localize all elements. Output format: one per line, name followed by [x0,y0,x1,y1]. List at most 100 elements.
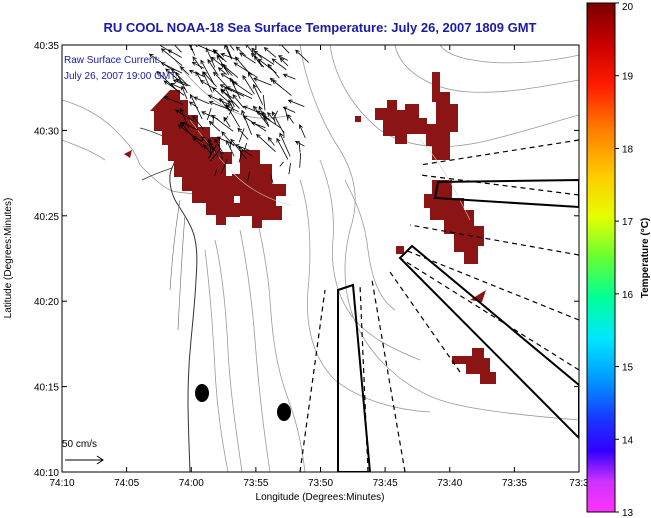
current-vector-head [234,144,240,149]
current-vector [230,139,247,160]
current-vector-head [210,56,216,62]
current-vector [217,136,235,146]
current-vector [284,106,289,121]
current-vector-head [205,47,210,53]
current-vector [181,86,188,100]
current-vector [221,53,239,61]
current-vector-head [298,124,303,129]
current-vector-head [225,103,230,109]
current-vector [216,55,230,75]
current-vector [271,111,284,133]
current-vector-head [188,101,194,106]
y-tick-label: 40:10 [34,468,59,479]
bathymetry-contours [62,45,579,472]
x-axis-ticks: 74:10 74:05 74:00 73:55 73:50 73:45 73:40 73:35… [49,45,589,489]
current-vector [176,78,191,87]
current-vector [192,61,205,69]
current-vector-head [251,47,256,53]
y-tick-label: 40:20 [34,297,59,308]
current-vector-head [163,96,169,101]
current-vector-head [241,109,246,115]
current-vector [179,121,195,138]
current-vector-head [216,136,222,141]
colorbar-tick-label: 18 [622,144,634,155]
current-vector-head [256,133,261,139]
current-vector [256,134,276,152]
current-vector-head [219,84,225,89]
current-vector-head [229,77,234,83]
current-vector [226,45,233,59]
current-vector-head [170,68,176,73]
current-vector [268,137,275,146]
current-vector [228,106,234,115]
current-vector-head [237,127,242,133]
current-vector [235,144,250,151]
current-vector-head [214,138,219,143]
current-vector [233,62,258,78]
current-vector [244,142,248,151]
current-vector [288,162,291,175]
current-vector-head [160,48,166,53]
colorbar-tick-label: 20 [622,2,634,13]
current-vector-head [232,94,237,99]
current-vector [218,67,227,75]
current-vector-head [201,111,206,116]
colorbar-gradient [586,2,616,513]
current-vector [228,99,235,112]
current-vector [273,116,276,125]
current-vector [242,75,255,95]
current-vector-head [294,140,300,145]
current-vector-head [282,73,288,78]
current-vector [258,58,277,74]
current-vector-head [156,70,161,76]
current-vector-head [253,77,258,82]
current-vector [237,127,249,140]
chart-title: RU COOL NOAA-18 Sea Surface Temperature:… [103,20,536,35]
current-vector [238,149,243,163]
current-vector [229,77,241,100]
current-vector [246,45,257,58]
current-vector-head [209,141,214,147]
colorbar-tick-label: 17 [622,217,634,228]
current-vector [220,84,245,97]
colorbar-label: Temperature (°C) [640,218,651,299]
current-vector [214,169,218,176]
scale-arrow-label: 50 cm/s [62,439,97,450]
current-vector [178,124,192,136]
current-vector [279,58,289,67]
current-vector [263,116,281,129]
current-vector [243,105,267,116]
current-vector [262,94,266,111]
current-vector-head [217,67,223,72]
annotation-line2: July 26, 2007 19:00 GMT [64,71,176,82]
current-vector-head [276,137,281,143]
current-vector [209,101,233,111]
current-vector [226,86,253,99]
current-vector-head [253,50,259,56]
current-vector [213,49,224,61]
current-vector [212,115,214,125]
current-vector-head [207,138,212,144]
current-vector-head [186,45,187,46]
current-vector [223,116,229,122]
current-vector-head [262,111,267,117]
current-vector-head [258,105,263,111]
current-vector-head [201,136,206,141]
current-vector-head [192,56,197,61]
current-vector [173,79,188,87]
current-vector [209,142,214,152]
current-vector [214,138,224,155]
current-vector-head [242,105,248,110]
current-vector-head [221,131,226,136]
current-vector-head [239,52,244,57]
current-vector [192,115,204,130]
current-vector [299,152,302,168]
current-vector [193,96,210,105]
current-vector-head [263,47,269,52]
current-vector-head [224,45,229,49]
current-vector [202,71,213,93]
current-vector-head [181,85,186,91]
current-vector-head [220,73,226,78]
current-vector [253,51,275,65]
current-vector-head [208,120,214,126]
